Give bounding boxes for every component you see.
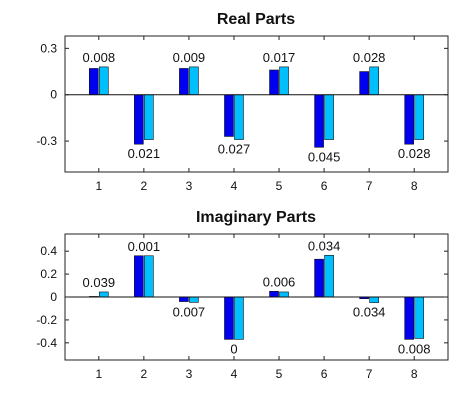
- imag-data-label-4: 0: [230, 341, 237, 356]
- imag-x-tick-label-2: 2: [141, 367, 148, 381]
- imag-y-tick-label-0: 0.4: [40, 244, 57, 258]
- imag-y-tick-label-2: 0: [50, 290, 57, 304]
- imag-x-tick-label-7: 7: [366, 367, 373, 381]
- real-data-label-8: 0.028: [398, 146, 431, 161]
- imag-bar-1-6: [314, 258, 324, 298]
- imag-bar-1-4: [224, 296, 234, 340]
- imag-bar-1-8: [404, 296, 415, 340]
- real-bar-1-1: [88, 68, 99, 96]
- real-y-tick-label-2: -0.3: [36, 134, 57, 148]
- real-bar-1-2: [134, 94, 144, 145]
- real-data-label-1: 0.008: [83, 50, 116, 65]
- imag-y-tick-label-3: -0.2: [36, 313, 57, 327]
- imag-data-label-1: 0.039: [83, 275, 116, 290]
- real-data-label-2: 0.021: [128, 146, 161, 161]
- real-x-tick-label-5: 5: [276, 179, 283, 193]
- imag-x-tick-label-3: 3: [186, 367, 193, 381]
- real-bar-1-3: [179, 68, 189, 96]
- imaginary-parts-title: Imaginary Parts: [196, 209, 316, 226]
- real-x-tick-label-1: 1: [95, 179, 102, 193]
- real-x-tick-label-6: 6: [321, 179, 328, 193]
- imag-bar-2-7: [369, 296, 379, 303]
- imag-bar-2-6: [324, 255, 334, 298]
- imag-bar-1-5: [269, 290, 279, 298]
- real-bar-1-4: [224, 94, 234, 137]
- imag-x-tick-label-1: 1: [95, 367, 102, 381]
- imag-data-label-3: 0.007: [173, 304, 206, 319]
- real-bar-1-7: [359, 71, 369, 96]
- imag-x-tick-label-8: 8: [411, 367, 418, 381]
- real-x-tick-label-7: 7: [366, 179, 373, 193]
- real-bar-2-2: [144, 94, 154, 140]
- imag-data-label-2: 0.001: [128, 239, 161, 254]
- imag-bar-1-2: [134, 255, 144, 298]
- imag-data-label-5: 0.006: [263, 274, 296, 289]
- real-bar-2-6: [324, 94, 334, 140]
- imag-data-label-7: 0.034: [353, 305, 386, 320]
- imag-bar-2-8: [414, 296, 425, 339]
- imag-x-tick-label-6: 6: [321, 367, 328, 381]
- real-y-tick-label-0: 0.3: [40, 41, 57, 55]
- real-parts-axes-box: [64, 35, 449, 173]
- imag-y-tick-label-4: -0.4: [36, 336, 57, 350]
- imag-x-tick-label-5: 5: [276, 367, 283, 381]
- real-parts-chart: Real Parts 0.008 0.021 0.009 0.027 0.017 0.04…: [36, 11, 449, 193]
- imaginary-parts-plot-area: 0.039 0.001 0.007 0 0.006 0.034 0.034 0.008 1 2 3 4…: [36, 234, 448, 381]
- real-data-label-5: 0.017: [263, 50, 296, 65]
- imag-bar-2-2: [144, 255, 154, 298]
- real-data-label-4: 0.027: [218, 142, 251, 157]
- real-x-tick-label-3: 3: [186, 179, 193, 193]
- real-data-label-3: 0.009: [173, 50, 206, 65]
- real-y-tick-label-1: 0: [50, 88, 57, 102]
- real-bar-2-4: [234, 94, 244, 140]
- imag-bar-2-4: [234, 296, 244, 340]
- imag-y-tick-label-1: 0.2: [40, 267, 57, 281]
- real-data-label-6: 0.045: [308, 149, 341, 164]
- real-bar-2-7: [369, 66, 379, 96]
- real-parts-title: Real Parts: [217, 11, 295, 28]
- real-bar-1-5: [269, 69, 279, 96]
- imag-bar-2-1: [98, 291, 109, 298]
- real-parts-plot-area: 0.008 0.021 0.009 0.027 0.017 0.045 0.028 0.028…: [36, 36, 448, 193]
- imag-bar-1-3: [179, 296, 189, 302]
- real-bar-2-1: [98, 66, 109, 96]
- real-bar-2-8: [414, 94, 425, 140]
- imag-data-label-8: 0.008: [398, 341, 431, 356]
- imag-x-tick-label-4: 4: [231, 367, 238, 381]
- imag-bar-2-3: [189, 296, 199, 303]
- imag-data-label-6: 0.034: [308, 238, 341, 253]
- real-x-tick-label-2: 2: [141, 179, 148, 193]
- real-bar-1-6: [314, 94, 324, 148]
- real-bar-2-3: [189, 66, 199, 96]
- real-x-tick-label-4: 4: [231, 179, 238, 193]
- real-bar-1-8: [404, 94, 415, 145]
- real-x-tick-label-8: 8: [411, 179, 418, 193]
- imaginary-parts-chart: Imaginary Parts 0.0390.0010.00700.0060.0…: [36, 209, 449, 381]
- real-data-label-7: 0.028: [353, 50, 386, 65]
- real-bar-2-5: [279, 66, 289, 96]
- imag-bar-2-5: [279, 291, 289, 298]
